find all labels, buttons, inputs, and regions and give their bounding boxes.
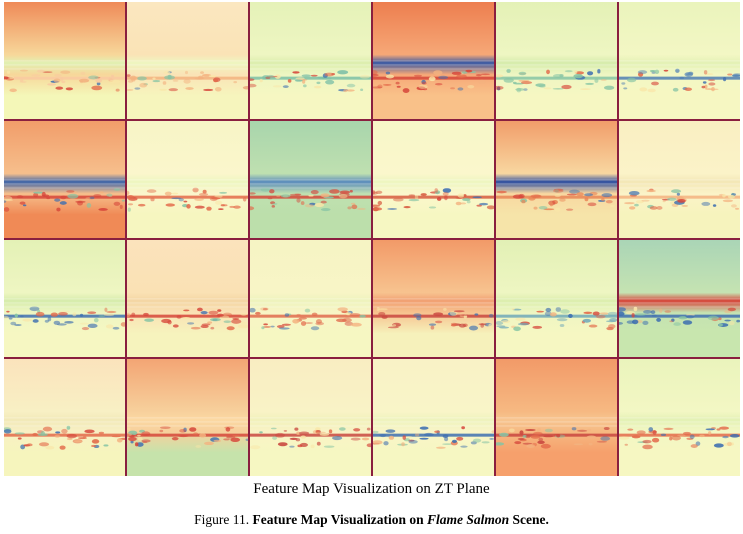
figure-title-part-1: Feature Map Visualization on xyxy=(252,512,424,527)
feature-map-tile xyxy=(619,2,740,119)
feature-map-tile xyxy=(373,2,494,119)
feature-map-tile xyxy=(496,121,617,238)
feature-map-tile xyxy=(619,240,740,357)
feature-map-tile xyxy=(250,2,371,119)
figure-title-scene-name: Flame Salmon xyxy=(427,512,510,527)
feature-map-tile xyxy=(4,2,125,119)
grid-caption: Feature Map Visualization on ZT Plane xyxy=(253,481,490,497)
feature-map-tile xyxy=(250,359,371,476)
feature-map-tile xyxy=(250,121,371,238)
feature-map-tile xyxy=(496,240,617,357)
figure-caption: Figure 11. Feature Map Visualization on … xyxy=(0,512,743,528)
feature-map-tile xyxy=(127,240,248,357)
feature-map-tile xyxy=(127,121,248,238)
feature-map-tile xyxy=(619,121,740,238)
feature-map-tile xyxy=(619,359,740,476)
feature-map-tile xyxy=(373,359,494,476)
feature-map-tile xyxy=(4,121,125,238)
feature-map-tile xyxy=(496,359,617,476)
feature-map-tile xyxy=(127,359,248,476)
feature-map-tile xyxy=(250,240,371,357)
feature-map-tile xyxy=(373,121,494,238)
feature-map-tile xyxy=(127,2,248,119)
figure-title-part-2: Scene. xyxy=(512,512,549,527)
feature-map-tile xyxy=(373,240,494,357)
feature-map-grid xyxy=(4,2,740,476)
feature-map-tile xyxy=(4,240,125,357)
feature-map-tile xyxy=(4,359,125,476)
figure-number: Figure 11. xyxy=(194,512,250,527)
feature-map-tile xyxy=(496,2,617,119)
